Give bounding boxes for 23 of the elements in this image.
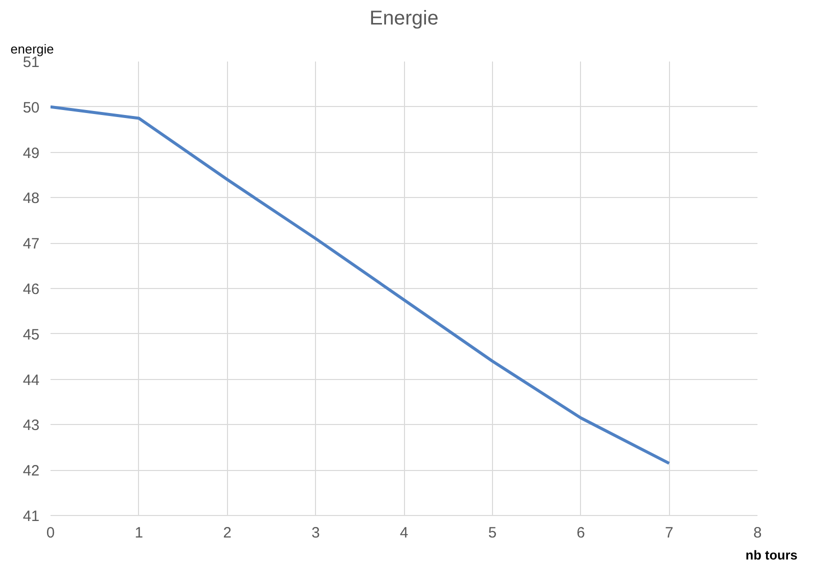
y-axis-title: energie <box>10 42 54 56</box>
x-axis-title: nb tours <box>746 548 798 562</box>
x-tick-label: 8 <box>753 524 762 542</box>
y-tick-label: 46 <box>22 281 40 298</box>
y-tick-label: 49 <box>22 144 40 162</box>
x-tick-label: 7 <box>664 524 674 542</box>
y-tick-label: 41 <box>22 508 40 525</box>
y-tick-label: 45 <box>22 326 40 344</box>
x-tick-label: 0 <box>46 524 55 542</box>
x-tick-label: 5 <box>488 524 497 542</box>
x-tick-label: 3 <box>311 524 320 542</box>
y-tick-label: 44 <box>22 372 40 389</box>
x-tick-label: 6 <box>576 524 585 542</box>
y-tick-label: 50 <box>22 99 40 116</box>
y-tick-label: 43 <box>22 417 40 434</box>
x-tick-label: 4 <box>400 524 408 542</box>
line-series <box>50 105 671 465</box>
chart-title: Energie <box>370 8 438 30</box>
y-tick-label: 42 <box>22 462 40 480</box>
x-tick-label: 1 <box>134 524 144 542</box>
y-tick-label: 47 <box>22 236 40 253</box>
y-tick-label: 48 <box>22 190 40 208</box>
x-tick-label: 2 <box>223 524 232 542</box>
